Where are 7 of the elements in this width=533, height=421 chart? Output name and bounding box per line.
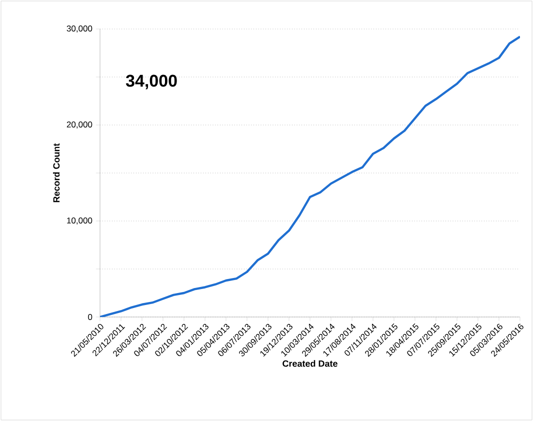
y-tick-label: 30,000 [66,25,92,33]
y-tick-label: 0 [88,314,92,320]
y-tick-label: 10,000 [67,217,92,225]
y-axis-title: Record Count [52,143,60,202]
annotation: 34,000 [126,74,177,90]
x-axis-title: Created Date [282,360,338,367]
y-tick-label: 20,000 [66,121,92,129]
